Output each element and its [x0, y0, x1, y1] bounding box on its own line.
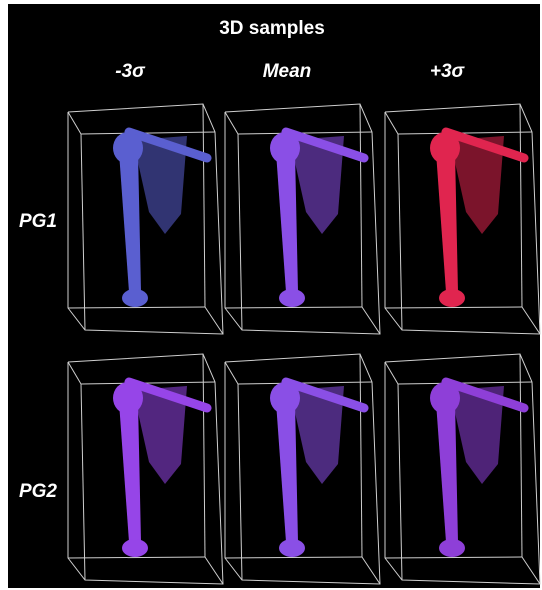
- column-label: -3σ: [115, 61, 146, 82]
- column-label: Mean: [263, 61, 312, 82]
- row-label: PG1: [19, 211, 57, 232]
- row-label: PG2: [19, 481, 57, 502]
- figure: 3D samples -3σ Mean +3σ PG1 PG2: [0, 0, 542, 590]
- column-label: +3σ: [430, 61, 466, 82]
- title: 3D samples: [219, 18, 325, 39]
